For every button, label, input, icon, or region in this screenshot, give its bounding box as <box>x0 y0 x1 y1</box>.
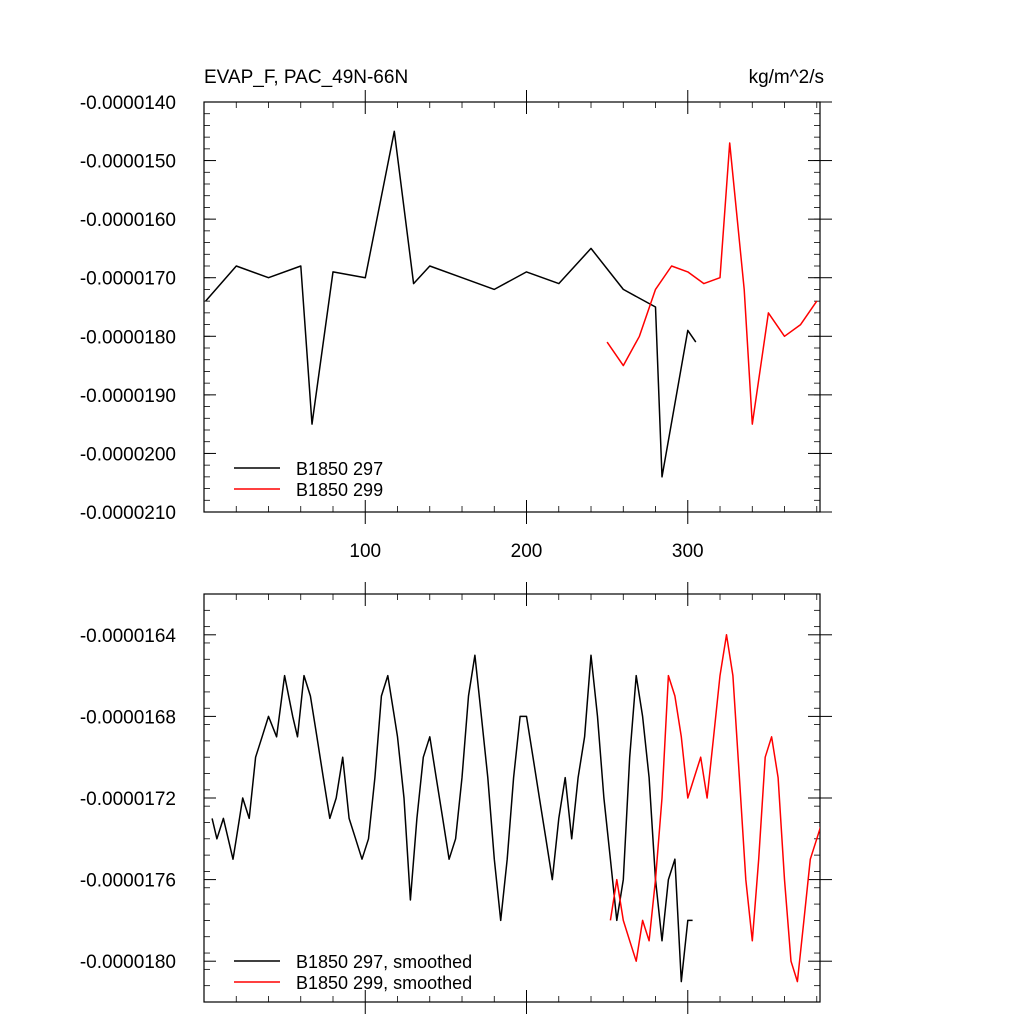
y-tick-label: -0.0000176 <box>80 871 176 892</box>
legend-label: B1850 299 <box>296 480 383 500</box>
chart-units: kg/m^2/s <box>749 67 824 88</box>
y-tick-label: -0.0000190 <box>80 386 176 407</box>
x-tick-label: 200 <box>511 541 543 562</box>
x-tick-label: 300 <box>672 541 704 562</box>
y-tick-label: -0.0000170 <box>80 269 176 290</box>
top-panel: EVAP_F, PAC_49N-66N kg/m^2/s 100 200 300 -0… <box>80 67 832 562</box>
chart-title: EVAP_F, PAC_49N-66N <box>204 67 408 88</box>
legend-label: B1850 299, smoothed <box>296 973 472 993</box>
series-line <box>205 130 697 478</box>
bottom-panel: -0.0000164 -0.0000168 -0.0000172 -0.0000176… <box>80 582 832 1014</box>
y-tick-label: -0.0000140 <box>80 93 176 114</box>
y-tick-label: -0.0000164 <box>80 626 177 647</box>
legend-label: B1850 297, smoothed <box>296 952 472 972</box>
y-tick-label: -0.0000160 <box>80 210 176 231</box>
y-tick-label: -0.0000180 <box>80 952 176 973</box>
y-tick-label: -0.0000150 <box>80 152 176 173</box>
x-tick-label: 100 <box>349 541 381 562</box>
y-tick-label: -0.0000200 <box>80 444 176 465</box>
y-tick-label: -0.0000180 <box>80 327 176 348</box>
series-line <box>606 142 818 425</box>
series-line <box>609 634 820 983</box>
y-tick-label: -0.0000172 <box>80 789 176 810</box>
plot-frame <box>203 101 821 513</box>
y-tick-label: -0.0000168 <box>80 707 176 728</box>
legend-label: B1850 297 <box>296 459 383 479</box>
y-tick-label: -0.0000210 <box>80 503 176 524</box>
series-line <box>211 654 693 983</box>
